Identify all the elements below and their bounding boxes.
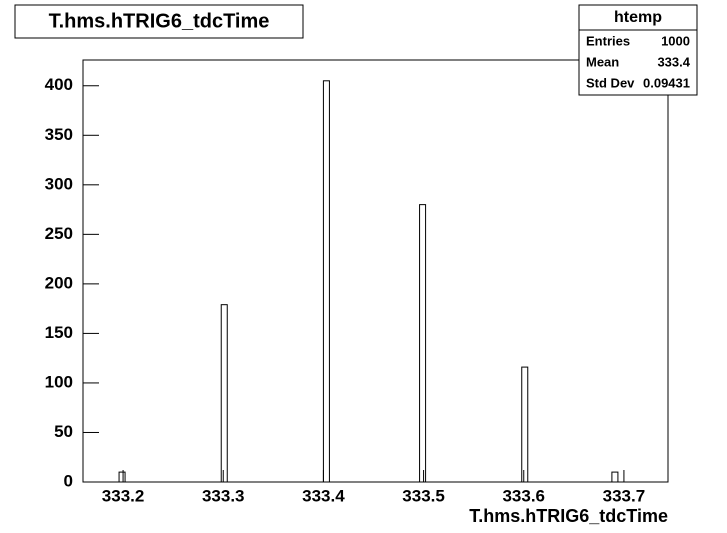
- y-tick-label: 150: [45, 323, 73, 342]
- bar: [521, 366, 529, 483]
- stats-frame: [578, 4, 698, 96]
- y-tick-label: 200: [45, 273, 73, 292]
- x-tick-label: 333.2: [102, 486, 145, 505]
- x-tick-label: 333.7: [603, 486, 646, 505]
- bar: [419, 204, 427, 483]
- x-tick-label: 333.5: [402, 486, 445, 505]
- y-tick-label: 0: [64, 471, 73, 490]
- y-tick-label: 400: [45, 75, 73, 94]
- y-tick-label: 300: [45, 174, 73, 193]
- y-tick-label: 250: [45, 224, 73, 243]
- stats-label: Mean: [586, 54, 619, 69]
- stats-title: htemp: [614, 9, 662, 26]
- stats-value: 0.09431: [643, 75, 690, 90]
- x-tick-label: 333.6: [502, 486, 545, 505]
- y-tick-label: 100: [45, 372, 73, 391]
- chart-title: T.hms.hTRIG6_tdcTime: [49, 10, 270, 32]
- stats-label: Std Dev: [586, 75, 635, 90]
- y-tick-label: 350: [45, 125, 73, 144]
- stats-value: 333.4: [657, 54, 690, 69]
- stats-value: 1000: [661, 33, 690, 48]
- frame: [82, 59, 669, 483]
- bar: [611, 471, 619, 483]
- stats-box: htemp Entries 1000 Mean 333.4 Std Dev 0.09431: [578, 4, 698, 96]
- bar: [220, 304, 228, 483]
- bar: [322, 80, 330, 483]
- stats-label: Entries: [586, 33, 630, 48]
- title-box: [14, 4, 304, 39]
- x-tick-label: 333.3: [202, 486, 245, 505]
- x-axis-label: T.hms.hTRIG6_tdcTime: [469, 506, 668, 526]
- bar: [118, 471, 126, 483]
- y-tick-label: 50: [54, 422, 73, 441]
- x-tick-label: 333.4: [302, 486, 345, 505]
